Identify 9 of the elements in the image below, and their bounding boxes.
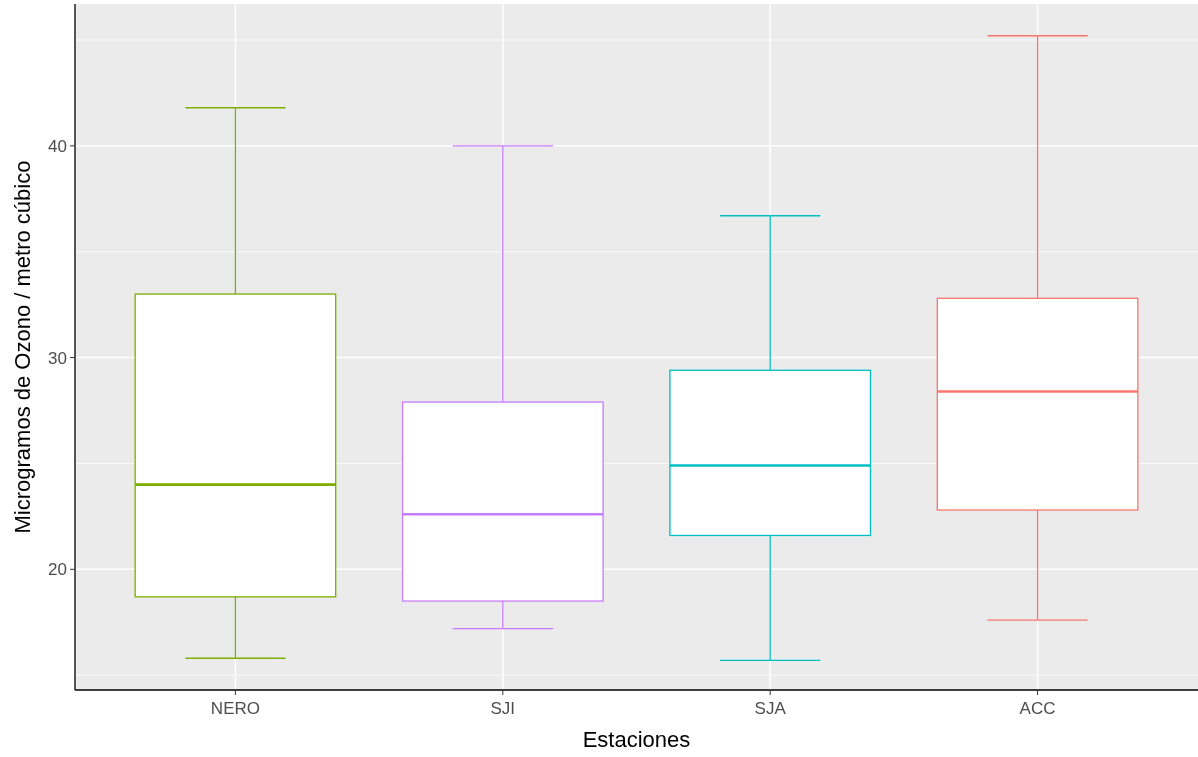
y-axis-title: Microgramos de Ozono / metro cúbico [10, 160, 35, 534]
x-tick-label: SJA [754, 699, 787, 718]
x-axis-title: Estaciones [582, 727, 691, 752]
y-tick-label: 30 [48, 348, 67, 368]
x-tick-label: SJI [490, 699, 516, 718]
x-tick-label: ACC [1019, 699, 1056, 718]
x-tick-label: NERO [210, 699, 260, 718]
y-tick-label: 20 [48, 560, 67, 580]
y-tick-label: 40 [48, 136, 67, 156]
